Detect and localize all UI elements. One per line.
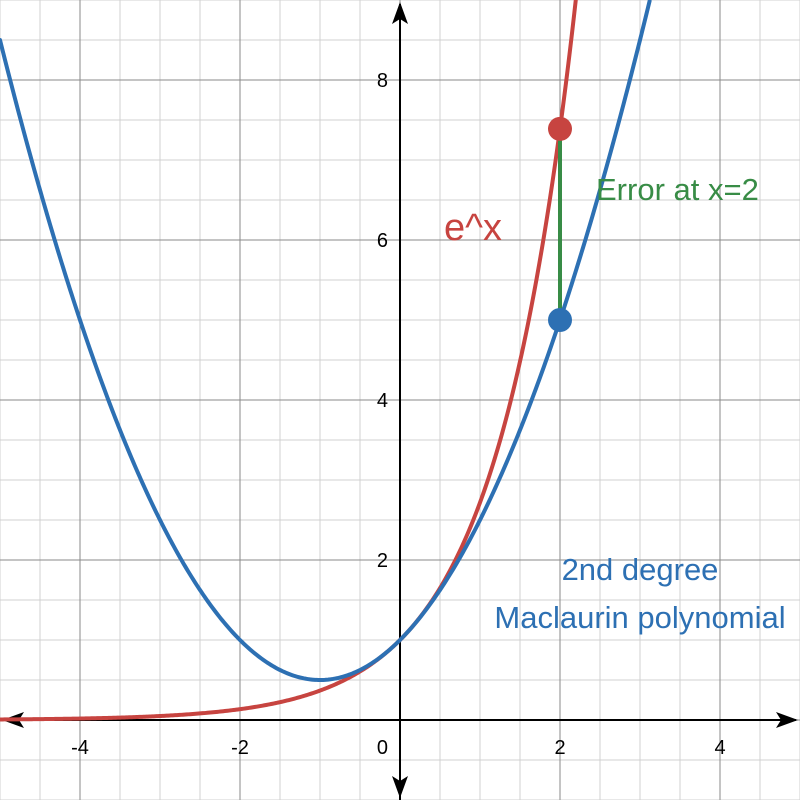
tick-label-y-6: 6 [377,230,388,252]
tick-label-origin: 0 [377,737,388,759]
point-exp-at-2 [548,116,572,141]
y-axis-arrow-down [392,776,408,798]
label-maclaurin-line1: 2nd degree [562,552,719,587]
series-maclaurin-curve [0,0,652,683]
x-axis-arrow-right [776,712,798,728]
series-exp-curve [0,0,578,722]
label-exp: e^x [444,207,502,249]
tick-labels: -4 -2 2 4 2 4 6 8 0 [71,70,725,759]
tick-label-x-2: 2 [554,737,565,759]
curves [0,0,652,722]
annotations: e^x Error at x=2 2nd degree Maclaurin po… [444,172,786,635]
tick-label-x-neg2: -2 [231,737,249,759]
tick-label-y-4: 4 [377,390,388,412]
y-axis-arrow-up [392,2,408,24]
highlight-points [548,116,572,332]
label-error: Error at x=2 [596,172,759,207]
tick-label-y-8: 8 [377,70,388,92]
tick-label-y-2: 2 [377,550,388,572]
label-maclaurin-line2: Maclaurin polynomial [494,600,785,635]
point-maclaurin-at-2 [548,308,572,332]
tick-label-x-4: 4 [714,737,725,759]
tick-label-x-neg4: -4 [71,737,89,759]
